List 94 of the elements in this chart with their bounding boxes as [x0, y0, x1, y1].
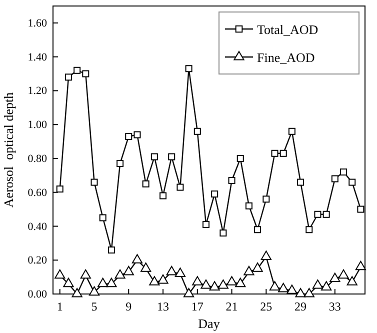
y-tick-label: 0.60	[28, 186, 48, 199]
point	[142, 180, 150, 188]
x-tick-label: 13	[157, 300, 170, 314]
point	[74, 66, 81, 74]
point	[114, 269, 126, 279]
legend-label: Fine_AOD	[257, 50, 315, 65]
point	[321, 281, 332, 290]
point	[183, 288, 194, 298]
point	[244, 266, 254, 276]
point	[252, 262, 263, 272]
point	[160, 192, 167, 200]
point	[338, 269, 349, 279]
x-tick-label: 5	[91, 300, 98, 314]
point	[236, 154, 244, 162]
point	[262, 196, 270, 203]
point	[64, 74, 72, 81]
point	[295, 288, 306, 298]
x-tick-label: 1	[56, 300, 63, 314]
point	[288, 128, 296, 135]
point	[312, 279, 324, 289]
point	[228, 176, 236, 184]
point	[269, 281, 280, 290]
point	[322, 210, 330, 218]
point	[348, 178, 356, 186]
point	[166, 266, 177, 276]
point	[63, 278, 74, 288]
point	[108, 246, 115, 254]
point	[220, 230, 227, 237]
point	[125, 132, 132, 140]
x-tick-label: 17	[191, 300, 204, 314]
point	[226, 276, 238, 286]
point	[297, 178, 304, 186]
point	[185, 65, 192, 72]
point	[314, 210, 322, 218]
point	[278, 282, 289, 292]
point	[54, 269, 66, 279]
x-tick-label: 25	[260, 300, 272, 314]
y-tick-label: 0.40	[28, 220, 48, 233]
point	[72, 288, 82, 298]
point	[286, 284, 298, 294]
point	[99, 214, 106, 222]
y-tick-label: 1.00	[28, 119, 48, 132]
y-tick-label: 0.20	[28, 254, 48, 267]
point	[192, 276, 203, 286]
point	[176, 184, 184, 191]
point	[168, 153, 176, 160]
point	[355, 260, 366, 270]
point	[80, 269, 91, 279]
point	[88, 286, 100, 296]
point	[158, 274, 168, 284]
point	[340, 168, 348, 176]
point	[56, 185, 64, 192]
point	[235, 278, 246, 288]
point	[200, 279, 212, 289]
point	[140, 262, 152, 272]
point	[260, 250, 272, 260]
legend-label: Total_AOD	[257, 22, 318, 37]
point	[330, 272, 340, 282]
point	[357, 206, 364, 213]
y-axis-title: Aerosol optical depth	[1, 92, 16, 208]
point	[123, 266, 134, 276]
x-tick-label: 33	[328, 300, 341, 314]
point	[174, 268, 186, 277]
point	[116, 160, 124, 168]
y-tick-label: 1.60	[28, 17, 48, 30]
y-tick-label: 0.80	[28, 152, 48, 165]
y-tick-label: 1.20	[28, 85, 48, 98]
x-tick-label: 21	[226, 300, 238, 314]
x-tick-label: 29	[294, 300, 307, 314]
y-tick-label: 0.00	[28, 288, 48, 301]
point	[134, 131, 141, 138]
point	[245, 202, 252, 210]
point	[132, 254, 143, 264]
point	[211, 190, 218, 198]
point	[106, 278, 117, 288]
point	[82, 70, 90, 78]
point	[306, 226, 313, 234]
point	[331, 175, 338, 182]
point	[271, 150, 278, 157]
point	[202, 221, 210, 228]
point	[254, 226, 262, 234]
x-tick-label: 9	[126, 300, 132, 314]
y-tick-label: 1.40	[28, 51, 48, 64]
point	[98, 278, 108, 288]
point	[209, 281, 220, 290]
point	[90, 178, 98, 186]
point	[218, 279, 228, 289]
point	[304, 288, 314, 298]
point	[149, 276, 160, 286]
x-axis-title: Day	[198, 316, 220, 331]
point	[346, 276, 358, 286]
point	[280, 150, 287, 157]
point	[194, 128, 201, 135]
point	[150, 153, 158, 160]
